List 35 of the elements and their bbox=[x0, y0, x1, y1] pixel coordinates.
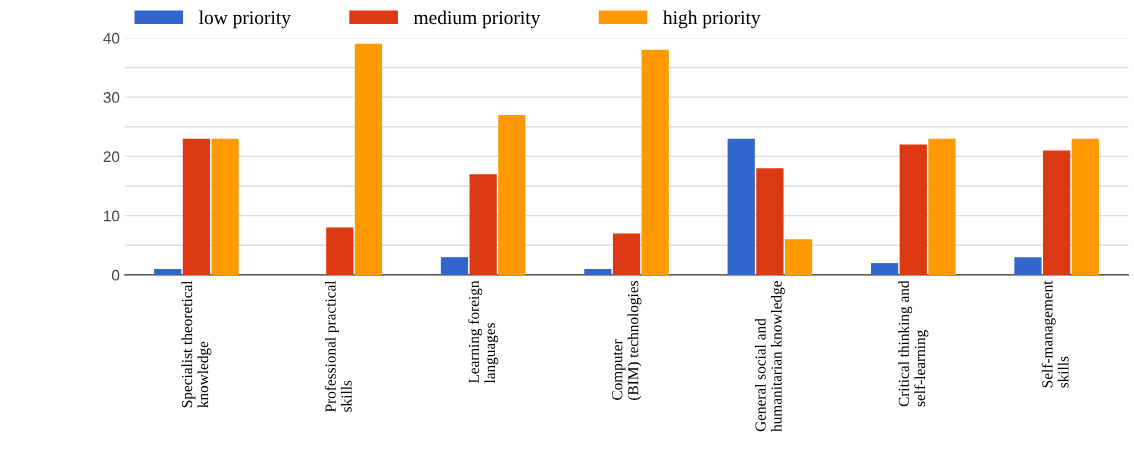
bar bbox=[498, 114, 526, 275]
bar bbox=[612, 233, 641, 275]
bar bbox=[154, 269, 182, 275]
x-tick-label: Computer (BIM) technologies bbox=[612, 281, 642, 400]
x-tick-label: Critical thinking and self-learning bbox=[898, 280, 929, 407]
bar bbox=[1014, 257, 1042, 275]
bar bbox=[584, 269, 612, 275]
x-tick-label: Learning foreign languages bbox=[468, 280, 499, 384]
y-tick-label: 30 bbox=[103, 92, 120, 103]
legend-label: low priority bbox=[199, 10, 291, 29]
bar bbox=[182, 138, 211, 275]
legend-label: high priority bbox=[663, 10, 761, 29]
bar bbox=[1043, 150, 1071, 275]
bar bbox=[354, 43, 383, 275]
x-tick-label: Self-management skills bbox=[1041, 280, 1069, 388]
bar bbox=[756, 168, 784, 275]
bar bbox=[727, 138, 755, 275]
bar bbox=[326, 227, 354, 275]
y-tick-label: 10 bbox=[104, 210, 120, 222]
bar bbox=[469, 174, 497, 275]
bar bbox=[899, 144, 927, 275]
bar bbox=[1071, 138, 1099, 275]
bar bbox=[928, 138, 956, 275]
bar bbox=[641, 49, 669, 275]
bar bbox=[211, 138, 239, 275]
y-tick-label: 0 bbox=[111, 269, 120, 281]
x-tick-label: Specialist theoretical knowledge bbox=[181, 280, 212, 408]
y-tick-label: 40 bbox=[103, 32, 120, 44]
x-tick-label: Professional practical skills bbox=[324, 280, 352, 412]
legend-label: medium priority bbox=[413, 10, 541, 29]
bar bbox=[784, 239, 813, 275]
x-tick-label: General social and humanitarian knowledge bbox=[754, 281, 785, 432]
bar bbox=[440, 257, 469, 275]
bar bbox=[870, 263, 899, 275]
y-tick-label: 20 bbox=[103, 151, 120, 163]
